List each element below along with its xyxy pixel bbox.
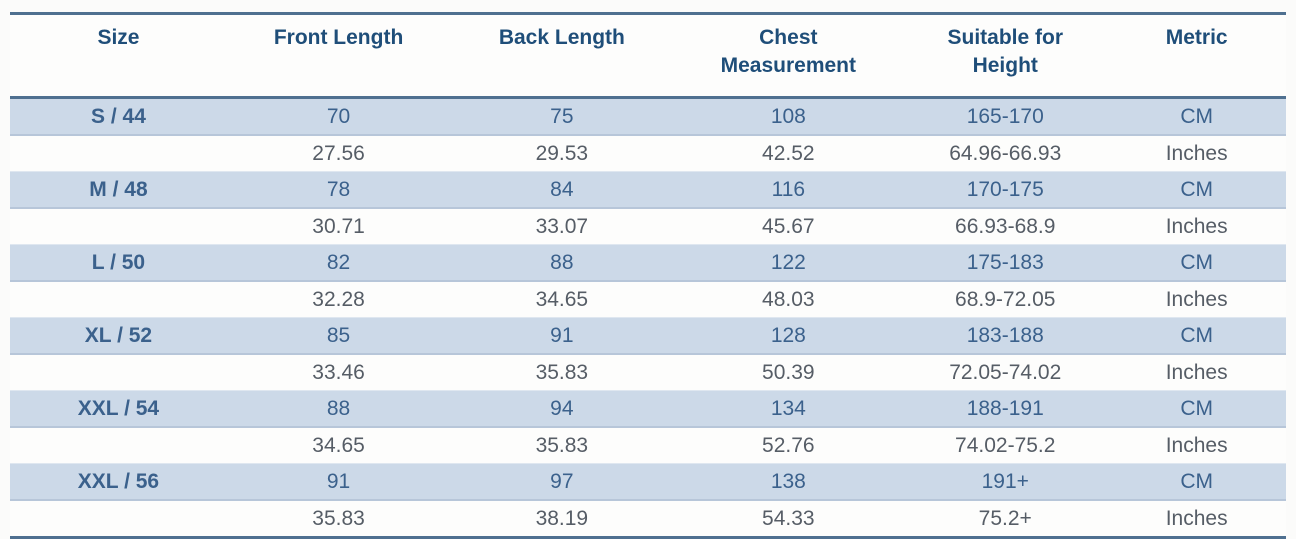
table-row-xxl54-cm: XXL / 54 88 94 134 188-191 CM: [10, 390, 1286, 428]
column-header-chest-measurement: Chest Measurement: [673, 13, 904, 99]
height-cell: 175-183: [903, 244, 1108, 282]
front-length-cell: 32.28: [226, 281, 451, 318]
back-length-cell: 97: [450, 463, 674, 501]
height-cell: 74.02-75.2: [903, 427, 1108, 464]
table-row-s44-cm: S / 44 70 75 108 165-170 CM: [10, 97, 1286, 136]
column-header-suitable-height: Suitable for Height: [903, 13, 1108, 99]
height-cell: 191+: [903, 463, 1108, 501]
column-header-suitable-height-label: Suitable for Height: [947, 26, 1063, 77]
height-cell: 64.96-66.93: [903, 135, 1108, 172]
size-cell: [10, 427, 227, 464]
front-length-cell: 27.56: [226, 135, 451, 172]
front-length-cell: 85: [226, 317, 451, 355]
table-row-xxl56-inches: 35.83 38.19 54.33 75.2+ Inches: [10, 500, 1286, 538]
front-length-cell: 33.46: [226, 354, 451, 391]
back-length-cell: 35.83: [450, 427, 674, 464]
back-length-cell: 84: [450, 171, 674, 209]
table-row-m48-inches: 30.71 33.07 45.67 66.93-68.9 Inches: [10, 208, 1286, 245]
front-length-cell: 34.65: [226, 427, 451, 464]
front-length-cell: 78: [226, 171, 451, 209]
chest-cell: 116: [673, 171, 904, 209]
front-length-cell: 35.83: [226, 500, 451, 538]
chest-cell: 122: [673, 244, 904, 282]
metric-cell: Inches: [1107, 135, 1286, 172]
chest-cell: 42.52: [673, 135, 904, 172]
table-header: Size Front Length Back Length Chest Meas…: [10, 13, 1286, 99]
size-cell: S / 44: [10, 97, 227, 136]
chest-cell: 54.33: [673, 500, 904, 538]
metric-cell: Inches: [1107, 208, 1286, 245]
metric-cell: CM: [1107, 171, 1286, 209]
front-length-cell: 30.71: [226, 208, 451, 245]
height-cell: 183-188: [903, 317, 1108, 355]
back-length-cell: 91: [450, 317, 674, 355]
size-cell: XXL / 56: [10, 463, 227, 501]
table-row-xl52-cm: XL / 52 85 91 128 183-188 CM: [10, 317, 1286, 355]
front-length-cell: 91: [226, 463, 451, 501]
metric-cell: Inches: [1107, 500, 1286, 538]
column-header-chest-measurement-label: Chest Measurement: [720, 26, 857, 77]
size-cell: M / 48: [10, 171, 227, 209]
front-length-cell: 88: [226, 390, 451, 428]
column-header-metric: Metric: [1107, 13, 1286, 99]
table-row-l50-cm: L / 50 82 88 122 175-183 CM: [10, 244, 1286, 282]
metric-cell: Inches: [1107, 281, 1286, 318]
column-header-front-length: Front Length: [226, 13, 451, 99]
size-cell: XL / 52: [10, 317, 227, 355]
back-length-cell: 35.83: [450, 354, 674, 391]
size-cell: [10, 500, 227, 538]
metric-cell: Inches: [1107, 427, 1286, 464]
back-length-cell: 75: [450, 97, 674, 136]
height-cell: 170-175: [903, 171, 1108, 209]
metric-cell: CM: [1107, 97, 1286, 136]
table-row-m48-cm: M / 48 78 84 116 170-175 CM: [10, 171, 1286, 209]
height-cell: 68.9-72.05: [903, 281, 1108, 318]
height-cell: 188-191: [903, 390, 1108, 428]
size-cell: [10, 281, 227, 318]
metric-cell: Inches: [1107, 354, 1286, 391]
back-length-cell: 33.07: [450, 208, 674, 245]
chest-cell: 45.67: [673, 208, 904, 245]
size-cell: XXL / 54: [10, 390, 227, 428]
size-cell: L / 50: [10, 244, 227, 282]
back-length-cell: 38.19: [450, 500, 674, 538]
table-row-xxl54-inches: 34.65 35.83 52.76 74.02-75.2 Inches: [10, 427, 1286, 464]
table-body: S / 44 70 75 108 165-170 CM 27.56 29.53 …: [10, 97, 1286, 538]
table-row-l50-inches: 32.28 34.65 48.03 68.9-72.05 Inches: [10, 281, 1286, 318]
front-length-cell: 70: [226, 97, 451, 136]
size-cell: [10, 135, 227, 172]
table-row-xxl56-cm: XXL / 56 91 97 138 191+ CM: [10, 463, 1286, 501]
back-length-cell: 29.53: [450, 135, 674, 172]
metric-cell: CM: [1107, 317, 1286, 355]
back-length-cell: 88: [450, 244, 674, 282]
chest-cell: 50.39: [673, 354, 904, 391]
chest-cell: 134: [673, 390, 904, 428]
front-length-cell: 82: [226, 244, 451, 282]
size-chart-table: Size Front Length Back Length Chest Meas…: [10, 12, 1286, 539]
table-row-xl52-inches: 33.46 35.83 50.39 72.05-74.02 Inches: [10, 354, 1286, 391]
height-cell: 66.93-68.9: [903, 208, 1108, 245]
back-length-cell: 34.65: [450, 281, 674, 318]
size-cell: [10, 354, 227, 391]
chest-cell: 52.76: [673, 427, 904, 464]
chest-cell: 138: [673, 463, 904, 501]
chest-cell: 108: [673, 97, 904, 136]
metric-cell: CM: [1107, 463, 1286, 501]
table-row-s44-inches: 27.56 29.53 42.52 64.96-66.93 Inches: [10, 135, 1286, 172]
metric-cell: CM: [1107, 390, 1286, 428]
size-cell: [10, 208, 227, 245]
height-cell: 165-170: [903, 97, 1108, 136]
column-header-size: Size: [10, 13, 227, 99]
back-length-cell: 94: [450, 390, 674, 428]
height-cell: 72.05-74.02: [903, 354, 1108, 391]
metric-cell: CM: [1107, 244, 1286, 282]
chest-cell: 48.03: [673, 281, 904, 318]
height-cell: 75.2+: [903, 500, 1108, 538]
header-row: Size Front Length Back Length Chest Meas…: [10, 13, 1286, 99]
column-header-back-length: Back Length: [450, 13, 674, 99]
chest-cell: 128: [673, 317, 904, 355]
